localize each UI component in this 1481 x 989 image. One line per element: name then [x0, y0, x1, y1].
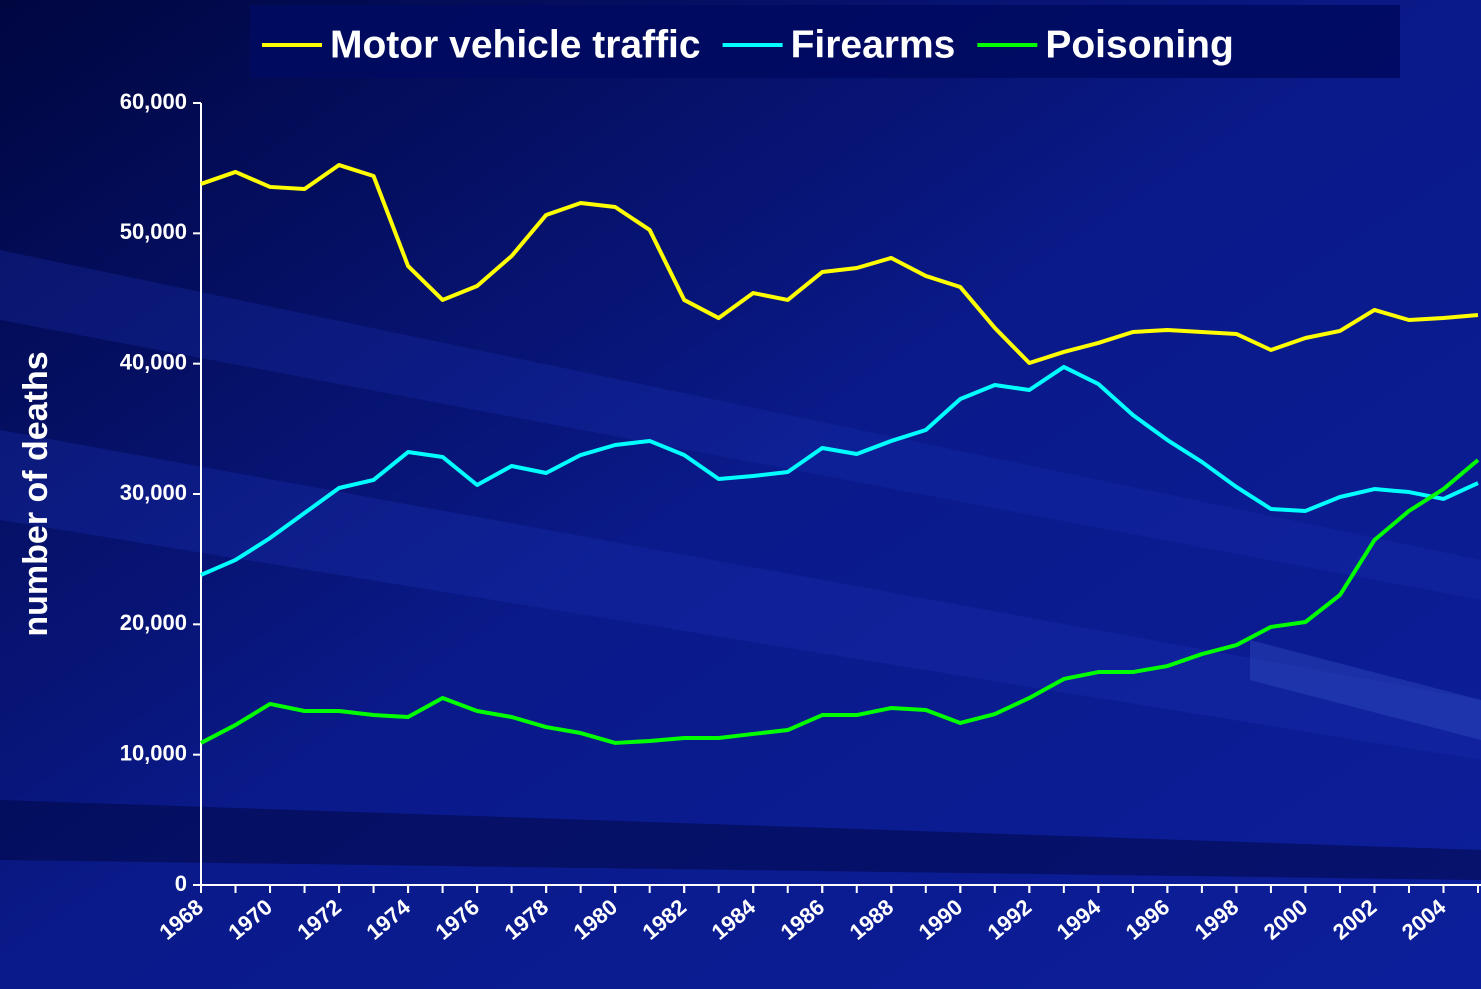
- y-tick-label: 60,000: [120, 89, 187, 114]
- y-tick-label: 40,000: [120, 349, 187, 374]
- background-ray: [0, 430, 1481, 760]
- y-tick-label: 0: [175, 871, 187, 896]
- background-ray: [0, 800, 1481, 880]
- series-line: [200, 364, 1479, 577]
- legend-label: Firearms: [791, 23, 956, 66]
- legend-label: Poisoning: [1045, 23, 1234, 66]
- y-tick-label: 30,000: [120, 480, 187, 505]
- y-tick-label: 10,000: [120, 740, 187, 765]
- y-tick-label: 20,000: [120, 610, 187, 635]
- series-line: [200, 458, 1480, 745]
- y-tick-label: 50,000: [120, 219, 187, 244]
- series-line: [200, 163, 1479, 366]
- background-ray: [1250, 640, 1481, 740]
- y-axis-label: number of deaths: [17, 351, 55, 636]
- legend-box: [250, 5, 1400, 78]
- legend-label: Motor vehicle traffic: [330, 23, 701, 66]
- background-ray: [0, 250, 1481, 600]
